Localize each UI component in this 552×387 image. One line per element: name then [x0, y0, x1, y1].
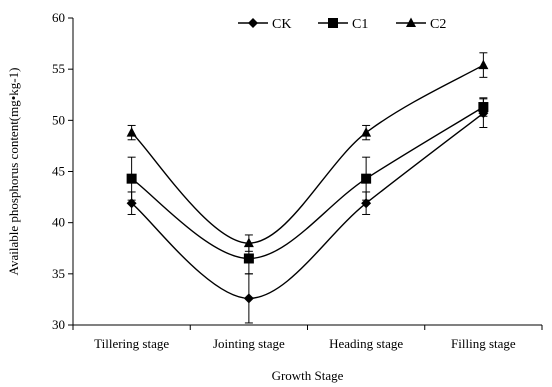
y-tick-label: 60 [52, 10, 65, 25]
legend-item-ck: CK [238, 17, 291, 32]
x-axis-label: Growth Stage [272, 368, 344, 383]
data-point-ck [243, 293, 254, 304]
x-tick-label: Tillering stage [94, 336, 169, 351]
series-layer [126, 52, 489, 324]
x-axis-ticks: Tillering stage Jointing stage Heading sta… [72, 325, 543, 351]
data-point-c2 [361, 127, 372, 137]
x-tick-label: Heading stage [329, 336, 403, 351]
legend-marker-ck [248, 18, 258, 28]
y-tick-label: 45 [52, 164, 65, 179]
series-line-ck [131, 112, 484, 300]
series-c1 [126, 97, 489, 275]
y-tick-label: 40 [52, 215, 65, 230]
data-point-c1 [361, 173, 372, 184]
y-axis-ticks: 30 35 40 45 50 55 60 [52, 10, 73, 332]
x-tick-label: Jointing stage [213, 336, 285, 351]
data-point-ck [126, 198, 137, 209]
legend: CK C1 C2 [238, 17, 446, 32]
legend-marker-c2 [406, 17, 416, 27]
data-point-c1 [243, 253, 254, 264]
series-line-c2 [131, 64, 484, 244]
data-point-ck [361, 198, 372, 209]
legend-item-c2: C2 [396, 17, 446, 32]
series-line-c1 [131, 106, 484, 260]
data-point-c2 [478, 59, 489, 70]
legend-item-c1: C1 [318, 17, 368, 32]
data-point-c1 [478, 102, 489, 113]
y-axis-label: Available phosphorus content(mg•kg-1) [6, 68, 21, 276]
series-ck [126, 98, 489, 324]
x-tick-label: Filling stage [451, 336, 516, 351]
axes [72, 18, 542, 326]
legend-label-c1: C1 [352, 17, 368, 32]
data-point-c2 [126, 127, 137, 137]
y-tick-label: 55 [52, 61, 65, 76]
legend-label-c2: C2 [430, 17, 446, 32]
series-c2 [126, 52, 489, 252]
y-tick-label: 50 [52, 112, 65, 127]
legend-marker-c1 [328, 18, 338, 28]
y-tick-label: 30 [52, 317, 65, 332]
data-point-c1 [126, 173, 137, 184]
data-point-c2 [243, 237, 254, 248]
legend-label-ck: CK [272, 17, 291, 32]
y-tick-label: 35 [52, 266, 65, 281]
